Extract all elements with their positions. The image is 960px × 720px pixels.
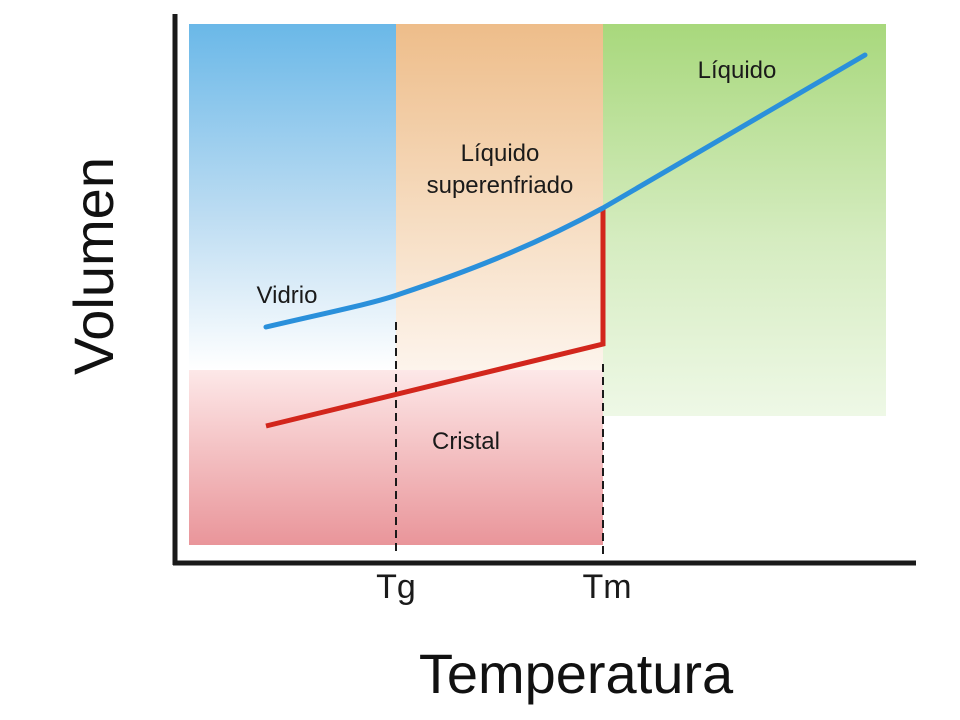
crystal-curve	[265, 208, 606, 429]
x-axis-title: Temperatura	[419, 642, 734, 705]
tg-tick-label: Tg	[376, 568, 416, 606]
liquid-region	[603, 24, 886, 416]
glass-region	[189, 24, 396, 370]
y-axis-title: Volumen	[62, 157, 125, 375]
supercooled-label-line1: Líquido	[461, 140, 540, 167]
crystal-label: Cristal	[432, 428, 500, 455]
supercooled-label-line2: superenfriado	[427, 172, 574, 199]
supercooled-liquid-region	[396, 24, 603, 370]
liquid-label: Líquido	[698, 57, 777, 84]
tm-tick-label: Tm	[582, 568, 631, 606]
liquid-glass-curve	[263, 52, 868, 330]
glass-label: Vidrio	[257, 282, 318, 309]
